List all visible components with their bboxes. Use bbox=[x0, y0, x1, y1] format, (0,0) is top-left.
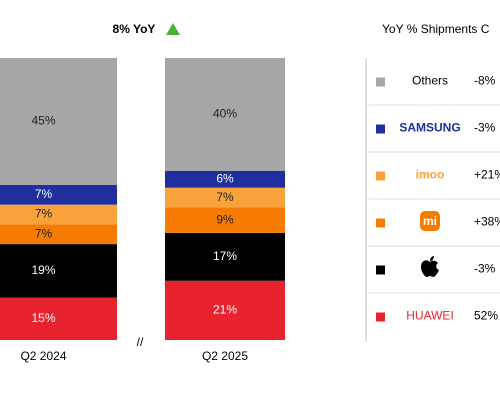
xiaomi-logo bbox=[420, 211, 440, 231]
bar-segment bbox=[165, 170, 285, 188]
bar-segment bbox=[0, 244, 117, 298]
legend-swatch bbox=[376, 77, 385, 87]
bar-segment bbox=[165, 280, 285, 340]
value-label: 45% bbox=[31, 114, 55, 128]
legend-swatch bbox=[376, 265, 385, 275]
up-arrow bbox=[166, 23, 180, 35]
apple-logo bbox=[421, 256, 439, 277]
legend-swatch bbox=[376, 171, 385, 181]
x-tick-label: Q2 2024 bbox=[20, 349, 66, 363]
value-label: 40% bbox=[213, 107, 237, 121]
chart-title: 8% YoY bbox=[113, 22, 156, 36]
bar-segment bbox=[165, 187, 285, 208]
value-label: 7% bbox=[35, 226, 53, 240]
value-label: 17% bbox=[213, 249, 237, 263]
value-label: 6% bbox=[216, 171, 234, 185]
legend-yoy: 52% bbox=[474, 309, 498, 323]
bar-segment bbox=[0, 224, 117, 245]
value-label: 15% bbox=[31, 311, 55, 325]
legend-swatch bbox=[376, 312, 385, 322]
legend-yoy: -3% bbox=[474, 262, 496, 276]
x-tick-label: Q2 2025 bbox=[202, 349, 248, 363]
legend-swatch bbox=[376, 124, 385, 134]
value-label: 21% bbox=[213, 303, 237, 317]
bar-segment bbox=[0, 204, 117, 225]
legend-yoy: +21% bbox=[474, 168, 500, 182]
value-label: 7% bbox=[35, 207, 53, 221]
value-label: 9% bbox=[216, 212, 234, 226]
legend-label: HUAWEI bbox=[406, 309, 454, 323]
legend-yoy: -8% bbox=[474, 74, 496, 88]
xiaomi-logo-glyph: mi bbox=[423, 214, 437, 228]
bar-segment bbox=[0, 297, 117, 340]
bar-segment bbox=[0, 184, 117, 205]
legend-yoy: -3% bbox=[474, 121, 496, 135]
legend-label: SAMSUNG bbox=[399, 121, 460, 135]
bar-segment bbox=[165, 207, 285, 233]
legend-label: imoo bbox=[416, 168, 445, 182]
bar-segment bbox=[165, 232, 285, 281]
value-label: 7% bbox=[216, 190, 234, 204]
legend-yoy: +38% bbox=[474, 215, 500, 229]
legend-title: YoY % Shipments C bbox=[382, 22, 490, 36]
legend-swatch bbox=[376, 218, 385, 228]
axis-break: // bbox=[137, 335, 144, 349]
legend-label: Others bbox=[412, 74, 448, 88]
value-label: 7% bbox=[35, 187, 53, 201]
bar-segment bbox=[165, 58, 285, 171]
value-label: 19% bbox=[31, 263, 55, 277]
bar-segment bbox=[0, 58, 117, 185]
